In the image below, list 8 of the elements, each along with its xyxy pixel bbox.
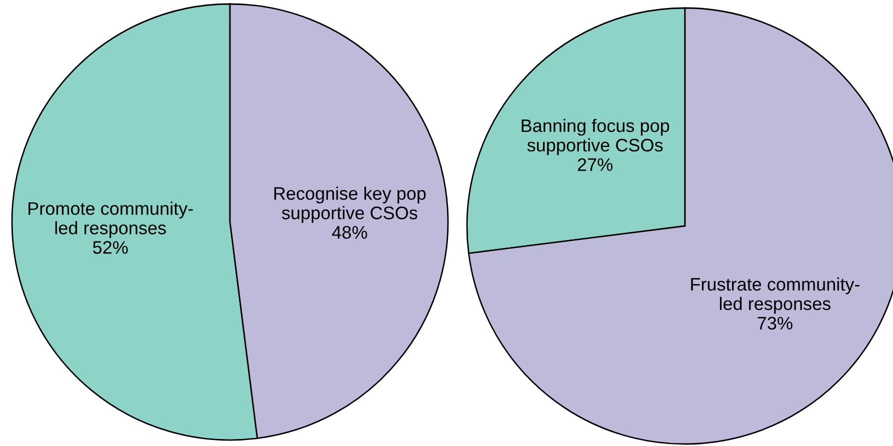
slice-label: Recognise key pop supportive CSOs bbox=[274, 186, 426, 223]
data-label: 73% bbox=[758, 316, 792, 330]
slice-label: Banning focus pop supportive CSOs bbox=[522, 118, 670, 156]
data-label: 52% bbox=[92, 241, 128, 254]
slice-label: Frustrate community- led responses bbox=[691, 277, 860, 314]
slice-label: Promote community- led responses bbox=[28, 202, 193, 238]
data-label: 48% bbox=[332, 226, 368, 239]
data-label: 27% bbox=[578, 158, 612, 171]
